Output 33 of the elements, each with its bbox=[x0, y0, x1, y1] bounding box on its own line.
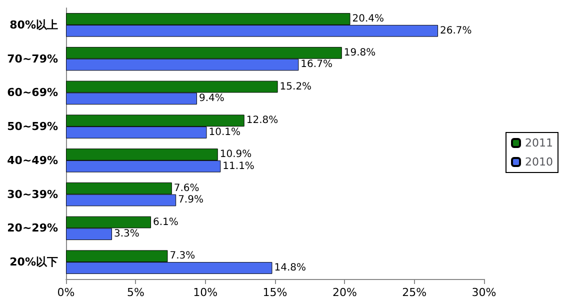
data-label: 12.8% bbox=[246, 115, 278, 126]
y-tick-label: 20~29% bbox=[7, 222, 58, 235]
y-tick-label: 50~59% bbox=[7, 120, 58, 134]
x-tick-label: 10% bbox=[193, 286, 218, 299]
x-tick-label: 20% bbox=[332, 286, 357, 299]
data-label: 7.6% bbox=[174, 182, 200, 194]
data-label: 3.3% bbox=[114, 228, 140, 240]
x-tick-label: 5% bbox=[126, 286, 144, 299]
data-label: 14.8% bbox=[274, 262, 306, 274]
x-tick-label: 0% bbox=[57, 286, 75, 299]
x-tick-label: 25% bbox=[402, 286, 427, 299]
y-tick-label: 70~79% bbox=[7, 52, 58, 66]
x-tick-label: 30% bbox=[472, 286, 496, 299]
x-tick-label: 15% bbox=[262, 286, 288, 299]
legend-label: 2011 bbox=[525, 136, 554, 150]
y-tick-label: 60~69% bbox=[7, 86, 58, 100]
data-label: 19.8% bbox=[344, 47, 376, 58]
data-label: 10.1% bbox=[208, 126, 241, 138]
data-label: 20.4% bbox=[352, 14, 384, 25]
data-label: 9.4% bbox=[198, 93, 224, 104]
data-label: 16.7% bbox=[300, 59, 332, 70]
data-label: 10.9% bbox=[220, 149, 252, 160]
legend-label: 2010 bbox=[525, 156, 554, 168]
y-tick-label: 80%以上 bbox=[10, 18, 58, 32]
data-label: 26.7% bbox=[440, 25, 472, 36]
data-label: 7.9% bbox=[178, 194, 204, 206]
y-tick-label: 20%以下 bbox=[10, 256, 58, 269]
data-label: 7.3% bbox=[170, 250, 196, 262]
data-label: 15.2% bbox=[280, 81, 312, 92]
data-label: 11.1% bbox=[222, 160, 254, 172]
y-tick-label: 40~49% bbox=[7, 154, 58, 167]
y-tick-label: 30~39% bbox=[7, 188, 58, 201]
data-label: 6.1% bbox=[152, 216, 178, 228]
